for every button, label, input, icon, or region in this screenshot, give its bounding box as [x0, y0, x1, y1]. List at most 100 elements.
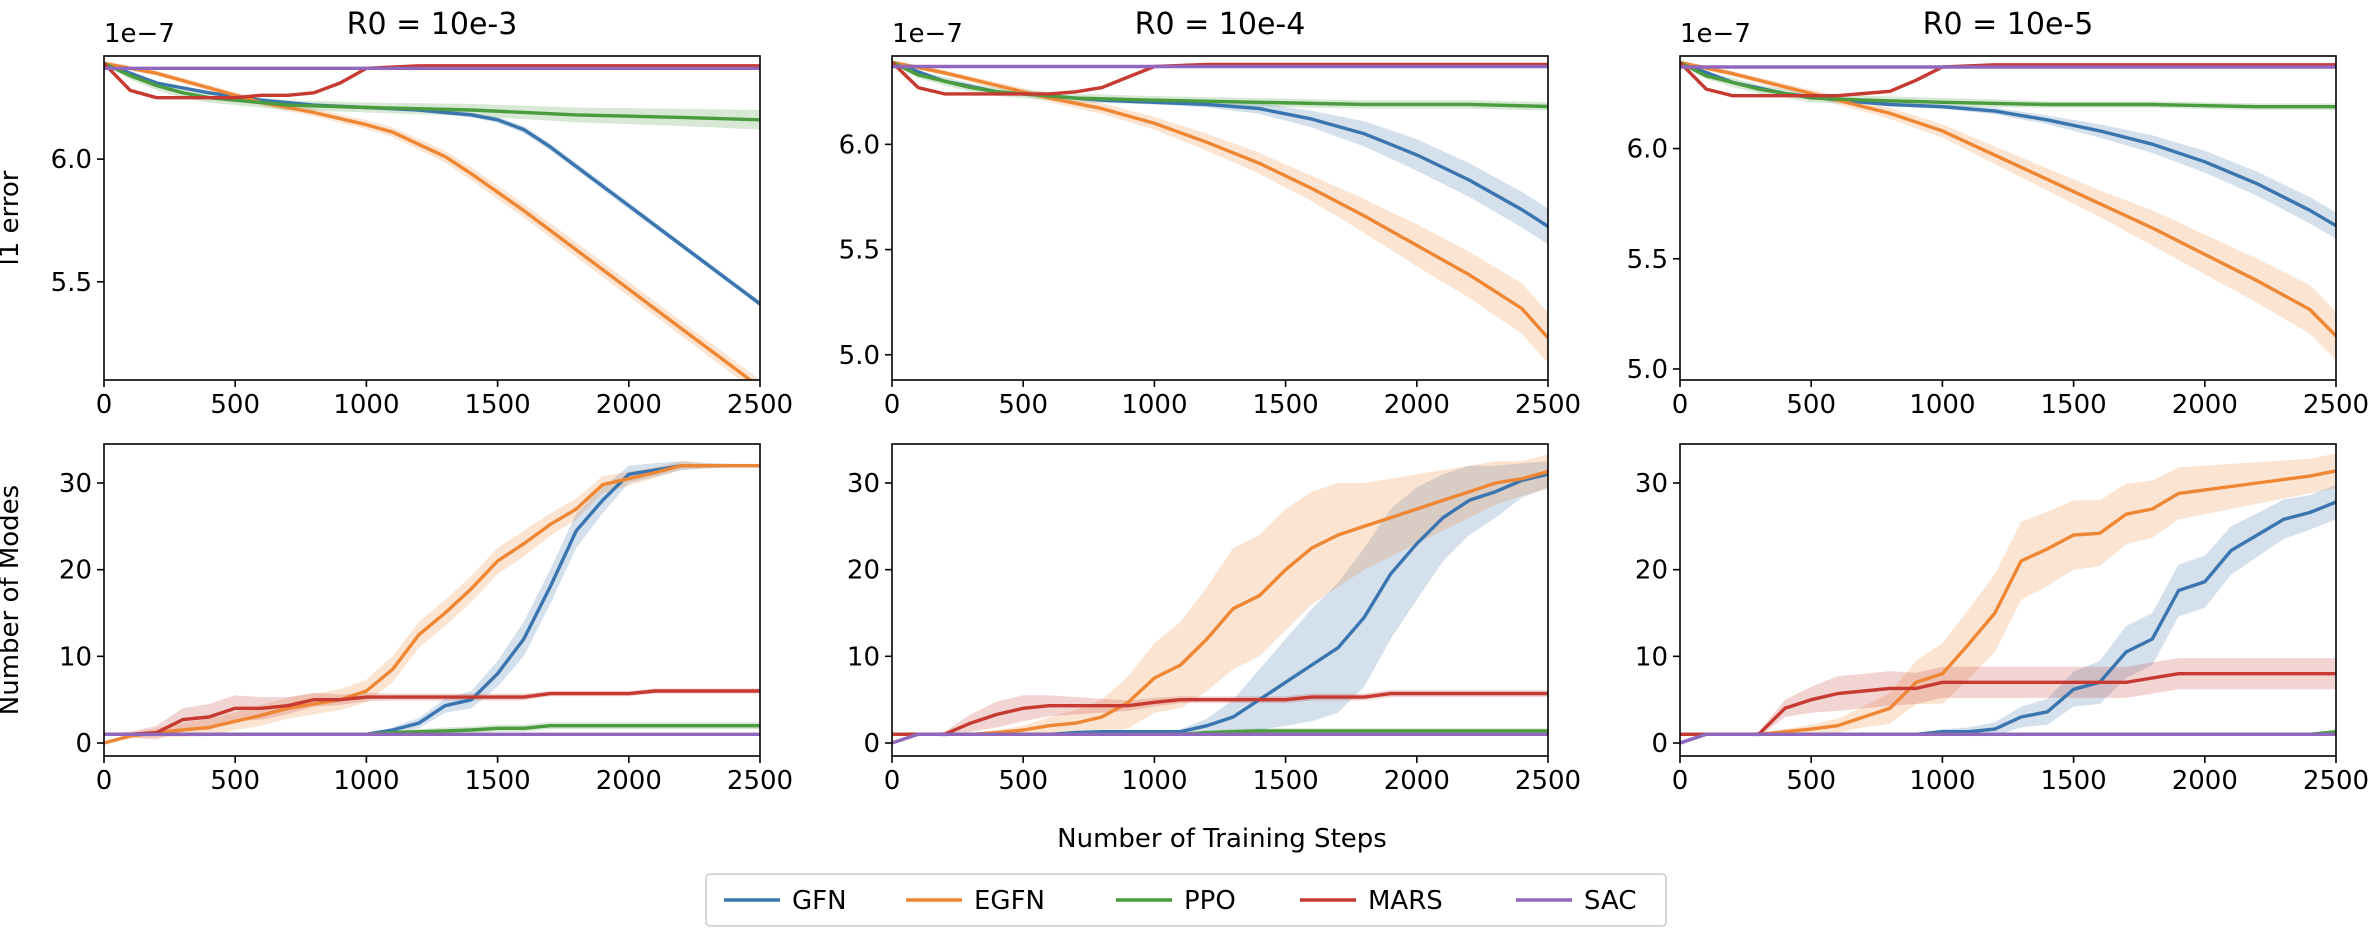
y-tick-label: 30: [59, 469, 92, 499]
band-egfn: [892, 454, 1548, 737]
subplot-bottom-center: 0 500 1000 1500 2000 2500 0 10 20 30: [847, 443, 1581, 796]
band-ppo: [104, 60, 760, 130]
axes-frame: [103, 55, 761, 381]
axes-frame: [1679, 443, 2337, 757]
x-tick-label: 1500: [465, 766, 531, 796]
legend-item-egfn: EGFN: [906, 886, 1045, 916]
y-axis-label: l1 error: [0, 170, 25, 265]
x-tick-label: 500: [998, 390, 1048, 420]
axes-frame: [103, 443, 761, 757]
legend-frame: [705, 873, 1667, 927]
band-mars: [892, 690, 1548, 737]
y-tick-label: 5.0: [839, 341, 880, 371]
plot-area: [892, 454, 1548, 745]
x-tick-label: 1000: [333, 766, 399, 796]
x-tick-label: 2000: [2172, 390, 2238, 420]
subplot-title: R0 = 10e-3: [347, 7, 518, 42]
legend-item-gfn: GFN: [724, 886, 847, 916]
series-line-mars: [1680, 672, 2336, 736]
x-tick-label: 2500: [2303, 390, 2369, 420]
band-egfn: [104, 461, 760, 743]
y-offset-text: 1e−7: [892, 19, 963, 49]
plot-area: [1680, 453, 2336, 745]
legend-label: EGFN: [974, 886, 1045, 916]
y-tick-label: 6.0: [839, 130, 880, 160]
x-tick-label: 1500: [1253, 390, 1319, 420]
y-tick-label: 30: [847, 469, 880, 499]
x-tick-label: 2000: [1384, 390, 1450, 420]
series-line-mars: [104, 689, 760, 736]
y-tick-label: 20: [1635, 556, 1668, 586]
legend-item-mars: MARS: [1300, 886, 1443, 916]
x-tick-label: 500: [210, 390, 260, 420]
x-tick-label: 1500: [1253, 766, 1319, 796]
x-tick-label: 0: [96, 390, 113, 420]
series-line-mars: [1680, 61, 2336, 98]
x-tick-label: 0: [96, 766, 113, 796]
subplot-title: R0 = 10e-5: [1923, 7, 2094, 42]
subplot-title: R0 = 10e-4: [1135, 7, 1306, 42]
legend: GFN EGFN PPO MARS SAC: [705, 873, 1667, 927]
y-axis-label: Number of Modes: [0, 485, 25, 715]
series-line-ppo: [104, 61, 760, 122]
axes-frame: [891, 55, 1549, 381]
y-offset-text: 1e−7: [104, 19, 175, 49]
y-tick-label: 0: [75, 729, 92, 759]
legend-label: PPO: [1184, 886, 1236, 916]
band-gfn: [892, 61, 1548, 245]
legend-item-ppo: PPO: [1116, 886, 1236, 916]
x-tick-label: 2000: [2172, 766, 2238, 796]
y-tick-label: 6.0: [51, 145, 92, 175]
plot-area: [892, 60, 1548, 364]
series-line-egfn: [892, 60, 1548, 340]
x-tick-label: 2000: [1384, 766, 1450, 796]
series-line-egfn: [892, 470, 1548, 736]
x-tick-label: 0: [1672, 766, 1689, 796]
subplot-bottom-left: 0 500 1000 1500 2000 2500 0 10 20 30 Number of Mod…: [0, 443, 793, 796]
y-tick-label: 5.5: [839, 236, 880, 266]
x-tick-label: 0: [884, 390, 901, 420]
series-line-ppo: [892, 60, 1548, 109]
legend-label: SAC: [1584, 886, 1636, 916]
y-tick-label: 5.0: [1627, 355, 1668, 385]
x-tick-label: 1000: [1121, 766, 1187, 796]
band-gfn: [1680, 484, 2336, 743]
y-tick-label: 5.5: [1627, 245, 1668, 275]
x-tick-label: 2500: [1515, 766, 1581, 796]
axes-frame: [1679, 55, 2337, 381]
band-egfn: [1680, 453, 2336, 735]
y-tick-label: 0: [1651, 729, 1668, 759]
x-tick-label: 500: [998, 766, 1048, 796]
x-tick-label: 1500: [2041, 766, 2107, 796]
band-gfn: [892, 461, 1548, 735]
x-tick-label: 2500: [2303, 766, 2369, 796]
y-tick-label: 30: [1635, 469, 1668, 499]
x-tick-label: 2000: [596, 390, 662, 420]
x-tick-label: 0: [884, 766, 901, 796]
y-tick-label: 5.5: [51, 268, 92, 298]
legend-label: MARS: [1368, 886, 1443, 916]
y-tick-label: 0: [863, 729, 880, 759]
plot-area: [104, 60, 760, 380]
x-tick-label: 1000: [333, 390, 399, 420]
series-line-egfn: [1680, 60, 2336, 338]
y-tick-label: 20: [847, 556, 880, 586]
x-axis-label: Number of Training Steps: [1057, 824, 1387, 854]
x-tick-label: 1500: [2041, 390, 2107, 420]
axes-frame: [891, 443, 1549, 757]
x-tick-label: 1000: [1909, 390, 1975, 420]
x-tick-label: 0: [1672, 390, 1689, 420]
x-tick-label: 500: [1786, 766, 1836, 796]
series-line-mars: [104, 62, 760, 100]
series-line-egfn: [104, 61, 753, 380]
y-tick-label: 20: [59, 556, 92, 586]
series-line-mars: [892, 61, 1548, 96]
series-line-mars: [892, 691, 1548, 736]
subplot-top-center: 0 500 1000 1500 2000 2500 5.0 5.5 6.0 R0 = 10e-4 1…: [839, 7, 1581, 420]
x-tick-label: 2500: [727, 390, 793, 420]
x-tick-label: 500: [1786, 390, 1836, 420]
subplot-top-right: 0 500 1000 1500 2000 2500 5.0 5.5 6.0 R0 = 10e-5 1…: [1627, 7, 2369, 420]
y-offset-text: 1e−7: [1680, 19, 1751, 49]
